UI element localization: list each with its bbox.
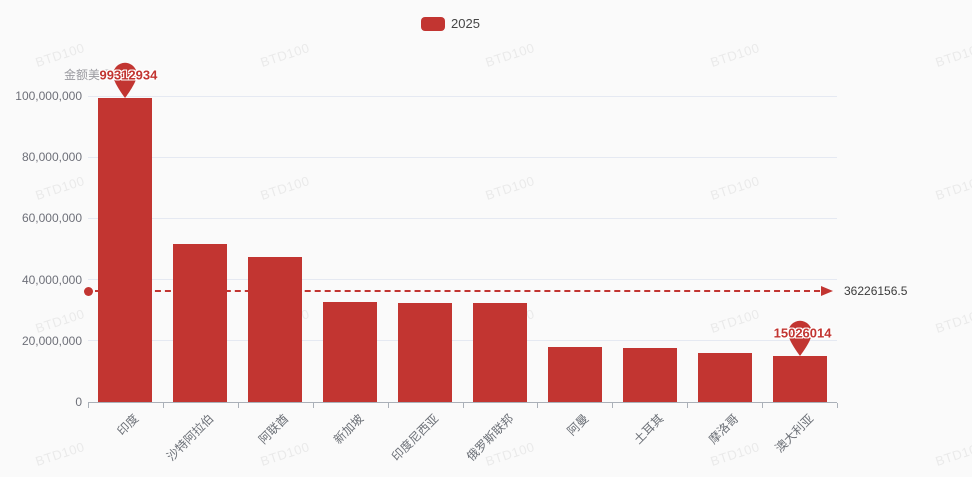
- watermark-text: BTD100: [708, 306, 762, 336]
- bar-俄罗斯联邦[interactable]: [472, 303, 527, 402]
- average-line: [95, 290, 820, 293]
- x-axis-category-label: 摩洛哥: [705, 411, 741, 447]
- bar-印度尼西亚[interactable]: [398, 303, 453, 402]
- watermark-text: BTD100: [708, 40, 762, 70]
- y-gridline: [88, 217, 837, 219]
- x-axis-category-label: 土耳其: [630, 411, 667, 447]
- watermark-text: BTD100: [933, 40, 972, 70]
- x-axis-tick: [88, 403, 89, 408]
- y-gridline: [88, 156, 837, 158]
- legend-label: 2025: [451, 16, 480, 31]
- x-axis-category-label: 阿曼: [564, 411, 592, 439]
- x-axis-category-label: 澳大利亚: [772, 411, 816, 456]
- average-line-label: 36226156.5: [844, 284, 908, 299]
- watermark-text: BTD100: [33, 306, 87, 336]
- min-marker-pin-icon: [785, 320, 815, 357]
- y-gridline: [88, 95, 837, 97]
- bar-阿联酋[interactable]: [248, 256, 303, 402]
- watermark-text: BTD100: [258, 40, 312, 70]
- watermark-text: BTD100: [33, 173, 87, 203]
- bar-沙特阿拉伯[interactable]: [173, 243, 228, 402]
- x-axis-tick: [612, 403, 614, 408]
- watermark-text: BTD100: [483, 40, 537, 70]
- max-marker-pin-icon: [110, 62, 140, 99]
- x-axis-category-label: 沙特阿拉伯: [164, 411, 217, 464]
- bar-新加坡[interactable]: [323, 301, 378, 402]
- bar-土耳其[interactable]: [622, 348, 677, 402]
- y-axis-title: 金额美元: [64, 68, 113, 82]
- x-axis-tick: [462, 403, 464, 408]
- x-axis-line: [88, 402, 837, 403]
- x-axis-tick: [312, 403, 314, 408]
- bar-阿曼[interactable]: [547, 347, 602, 402]
- x-axis-tick: [162, 403, 164, 408]
- watermark-text: BTD100: [33, 439, 87, 469]
- watermark-text: BTD100: [933, 173, 972, 203]
- bar-印度[interactable]: [98, 98, 153, 402]
- max-marker-label: 99312934: [99, 67, 158, 83]
- bar-摩洛哥[interactable]: [697, 353, 752, 402]
- y-gridline: [88, 279, 837, 281]
- legend-item-2025[interactable]: 2025: [421, 17, 480, 31]
- bar-澳大利亚[interactable]: [772, 356, 827, 402]
- x-axis-tick: [687, 403, 689, 408]
- x-axis-tick: [837, 403, 838, 408]
- y-axis-tick-label: 60,000,000: [21, 211, 82, 226]
- x-axis-category-label: 新加坡: [331, 411, 367, 447]
- average-line-arrow: [821, 286, 833, 297]
- x-axis-tick: [762, 403, 764, 408]
- y-axis-tick-label: 80,000,000: [21, 150, 82, 165]
- y-axis-tick-label: 20,000,000: [21, 333, 82, 348]
- average-line-start-dot: [83, 286, 93, 296]
- x-axis-tick: [537, 403, 539, 408]
- watermark-text: BTD100: [933, 306, 972, 336]
- x-axis-category-label: 印度尼西亚: [389, 411, 442, 464]
- x-axis-category-label: 阿联酋: [256, 411, 292, 447]
- y-axis-tick-label: 100,000,000: [15, 89, 82, 103]
- x-axis-category-label: 印度: [114, 411, 142, 439]
- y-axis-tick-label: 40,000,000: [21, 272, 82, 287]
- watermark-text: BTD100: [258, 173, 312, 203]
- legend-swatch: [421, 17, 445, 31]
- watermark-text: BTD100: [483, 173, 537, 203]
- y-gridline: [88, 340, 837, 342]
- watermark-text: BTD100: [708, 173, 762, 203]
- y-axis-tick-label: 0: [75, 395, 82, 409]
- watermark-text: BTD100: [933, 439, 972, 469]
- min-marker-label: 15026014: [773, 325, 832, 341]
- x-axis-tick: [387, 403, 389, 408]
- x-axis-tick: [237, 403, 239, 408]
